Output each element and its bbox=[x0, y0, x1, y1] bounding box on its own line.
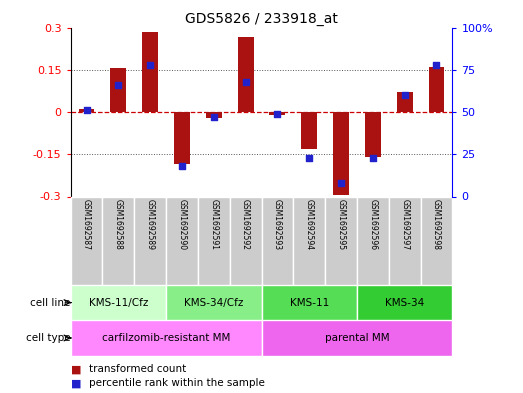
Text: KMS-11/Cfz: KMS-11/Cfz bbox=[88, 298, 148, 308]
Bar bbox=[365, 112, 381, 157]
Bar bbox=[71, 285, 166, 320]
Bar bbox=[262, 285, 357, 320]
Bar bbox=[428, 67, 445, 112]
Point bbox=[178, 163, 186, 169]
Text: cell line: cell line bbox=[30, 298, 71, 308]
Text: ■: ■ bbox=[71, 378, 81, 388]
Bar bbox=[198, 196, 230, 285]
Text: ■: ■ bbox=[71, 364, 81, 375]
Text: GSM1692587: GSM1692587 bbox=[82, 199, 91, 250]
Bar bbox=[142, 32, 158, 112]
Text: GSM1692591: GSM1692591 bbox=[209, 199, 218, 250]
Text: KMS-34: KMS-34 bbox=[385, 298, 424, 308]
Bar bbox=[301, 112, 317, 149]
Text: KMS-34/Cfz: KMS-34/Cfz bbox=[184, 298, 244, 308]
Bar bbox=[237, 37, 254, 112]
Text: GSM1692590: GSM1692590 bbox=[177, 199, 187, 250]
Point bbox=[433, 62, 441, 68]
Text: GSM1692593: GSM1692593 bbox=[273, 199, 282, 250]
Text: GSM1692592: GSM1692592 bbox=[241, 199, 250, 250]
Bar bbox=[206, 112, 222, 118]
Bar bbox=[357, 196, 389, 285]
Point bbox=[337, 180, 345, 186]
Text: GSM1692596: GSM1692596 bbox=[368, 199, 378, 250]
Point bbox=[242, 79, 250, 85]
Text: GSM1692589: GSM1692589 bbox=[145, 199, 155, 250]
Point bbox=[146, 62, 154, 68]
Bar bbox=[357, 285, 452, 320]
Text: GSM1692595: GSM1692595 bbox=[336, 199, 346, 250]
Point bbox=[210, 114, 218, 120]
Text: transformed count: transformed count bbox=[89, 364, 186, 375]
Bar bbox=[325, 196, 357, 285]
Text: parental MM: parental MM bbox=[325, 333, 389, 343]
Point bbox=[305, 154, 313, 161]
Point bbox=[369, 154, 377, 161]
Bar bbox=[262, 196, 293, 285]
Text: cell type: cell type bbox=[26, 333, 71, 343]
Bar bbox=[420, 196, 452, 285]
Bar bbox=[134, 196, 166, 285]
Bar bbox=[110, 68, 126, 112]
Bar bbox=[333, 112, 349, 195]
Bar bbox=[71, 320, 262, 356]
Bar bbox=[166, 285, 262, 320]
Text: GSM1692594: GSM1692594 bbox=[305, 199, 314, 250]
Text: GSM1692598: GSM1692598 bbox=[432, 199, 441, 250]
Text: GSM1692588: GSM1692588 bbox=[114, 199, 123, 250]
Title: GDS5826 / 233918_at: GDS5826 / 233918_at bbox=[185, 13, 338, 26]
Bar bbox=[230, 196, 262, 285]
Bar bbox=[389, 196, 420, 285]
Bar bbox=[103, 196, 134, 285]
Bar bbox=[166, 196, 198, 285]
Bar bbox=[269, 112, 286, 115]
Bar bbox=[397, 92, 413, 112]
Text: carfilzomib-resistant MM: carfilzomib-resistant MM bbox=[102, 333, 230, 343]
Point bbox=[82, 107, 90, 114]
Point bbox=[401, 92, 409, 98]
Bar bbox=[293, 196, 325, 285]
Bar bbox=[262, 320, 452, 356]
Point bbox=[273, 110, 281, 117]
Text: GSM1692597: GSM1692597 bbox=[400, 199, 409, 250]
Bar bbox=[78, 109, 95, 112]
Text: KMS-11: KMS-11 bbox=[290, 298, 329, 308]
Text: percentile rank within the sample: percentile rank within the sample bbox=[89, 378, 265, 388]
Point bbox=[114, 82, 122, 88]
Bar bbox=[174, 112, 190, 164]
Bar bbox=[71, 196, 103, 285]
